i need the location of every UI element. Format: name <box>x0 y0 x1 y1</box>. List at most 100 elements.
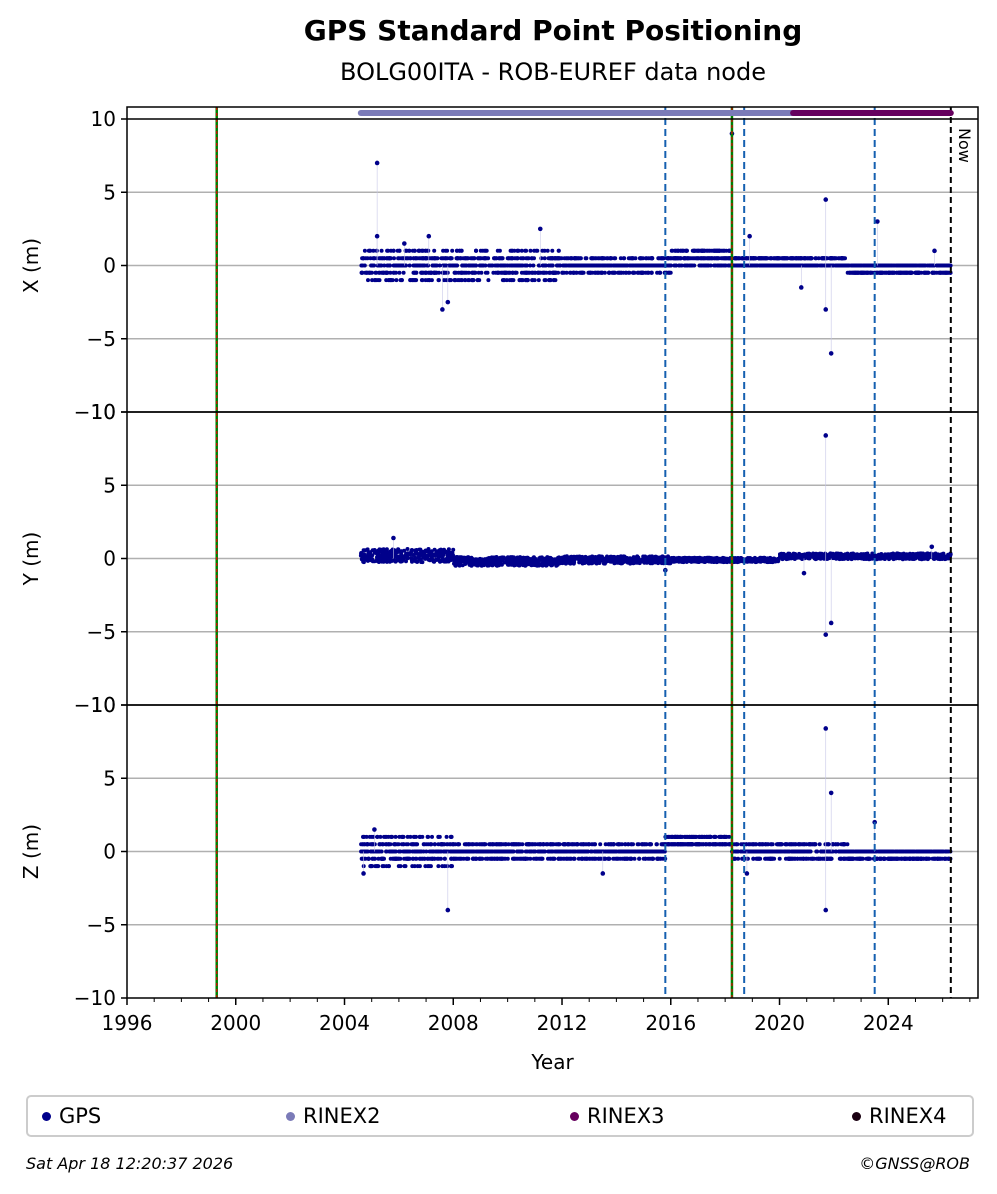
data-point <box>465 256 470 261</box>
data-point <box>552 278 556 283</box>
data-point <box>712 256 717 261</box>
data-point <box>629 856 634 861</box>
data-point <box>564 849 569 854</box>
data-point <box>409 842 414 847</box>
data-point <box>366 278 370 283</box>
data-point <box>896 551 901 556</box>
data-point <box>656 256 661 261</box>
data-point <box>469 555 474 560</box>
data-point <box>880 554 885 559</box>
data-point <box>452 278 457 283</box>
data-point <box>719 559 724 564</box>
data-point <box>589 256 594 261</box>
data-point <box>932 556 937 561</box>
data-point <box>368 550 373 555</box>
data-point <box>432 842 437 847</box>
data-point <box>727 248 732 253</box>
data-point <box>704 248 709 253</box>
data-point <box>490 842 495 847</box>
data-point <box>828 263 833 268</box>
data-point <box>414 270 419 275</box>
chart-subtitle: BOLG00ITA - ROB-EUREF data node <box>340 58 766 86</box>
data-point <box>374 248 379 253</box>
data-point <box>856 263 861 268</box>
data-point <box>550 842 555 847</box>
data-point <box>537 226 543 232</box>
data-point <box>564 856 569 861</box>
data-point <box>414 278 419 283</box>
data-point <box>903 556 908 561</box>
data-point <box>365 256 370 261</box>
data-point <box>852 270 856 275</box>
data-point <box>523 248 528 253</box>
data-point <box>389 834 393 839</box>
data-point <box>670 248 675 253</box>
data-point <box>798 285 804 290</box>
data-point <box>922 270 926 275</box>
data-point <box>436 834 441 839</box>
data-point <box>465 856 470 861</box>
data-point <box>926 556 931 560</box>
data-point <box>392 842 396 847</box>
data-point <box>429 842 433 847</box>
data-point <box>877 270 882 275</box>
data-point <box>405 547 410 551</box>
data-point <box>571 263 576 268</box>
data-point <box>361 548 366 553</box>
data-point <box>464 555 469 560</box>
data-point <box>474 248 478 253</box>
data-point <box>500 270 504 275</box>
data-point <box>613 256 618 261</box>
data-point <box>712 248 716 253</box>
data-point <box>560 849 565 854</box>
data-point <box>415 849 420 854</box>
data-point <box>541 270 546 275</box>
data-point <box>398 864 403 869</box>
data-point <box>619 561 623 566</box>
data-point <box>466 278 471 283</box>
data-point <box>440 551 445 556</box>
data-point <box>406 849 411 854</box>
data-point <box>503 849 508 854</box>
data-point <box>418 547 423 552</box>
data-point <box>431 559 436 564</box>
data-point <box>783 553 788 558</box>
data-point <box>492 849 497 854</box>
data-point <box>863 270 868 275</box>
data-point <box>359 263 364 268</box>
data-point <box>875 219 880 224</box>
data-point <box>478 256 483 261</box>
data-point <box>531 842 535 847</box>
data-point <box>859 552 864 557</box>
data-point <box>520 263 525 268</box>
data-point <box>586 842 591 847</box>
data-point <box>497 561 502 566</box>
data-point <box>572 856 577 861</box>
data-point <box>359 270 364 275</box>
data-point <box>672 559 677 564</box>
data-point <box>519 248 524 253</box>
data-point <box>656 561 661 566</box>
data-point <box>628 561 633 566</box>
data-point <box>463 278 467 283</box>
data-point <box>385 248 390 253</box>
data-point <box>451 547 456 552</box>
data-point <box>483 270 488 275</box>
data-point <box>458 270 463 275</box>
data-point <box>399 278 404 283</box>
data-point <box>437 263 442 268</box>
data-point <box>608 555 613 560</box>
data-point <box>800 552 805 557</box>
data-point <box>543 278 548 283</box>
data-point <box>432 856 437 861</box>
data-point <box>536 849 541 854</box>
data-point <box>441 263 445 268</box>
data-point <box>615 856 619 861</box>
data-point <box>403 864 408 869</box>
data-point <box>660 256 665 261</box>
data-point <box>485 849 490 854</box>
data-point <box>385 263 390 268</box>
data-point <box>898 270 903 275</box>
data-point <box>519 270 524 275</box>
data-point <box>643 256 648 261</box>
